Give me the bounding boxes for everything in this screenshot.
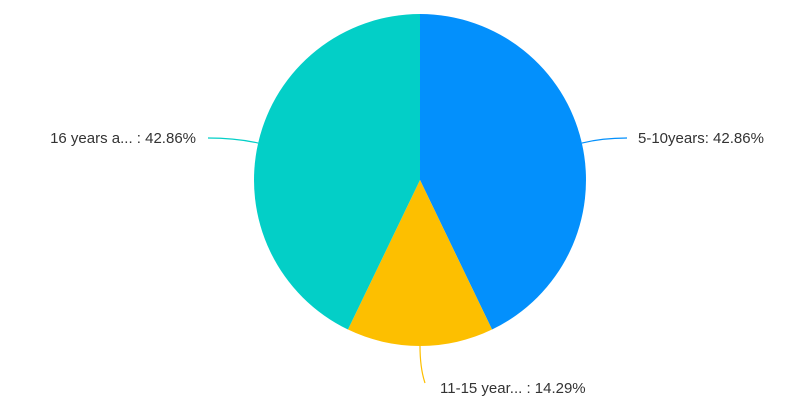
pie-slice-2: [347, 180, 493, 346]
leader-line-1: [581, 137, 628, 144]
slice-label-3: 16 years a... : 42.86%: [50, 130, 196, 147]
leader-lines: [207, 137, 628, 384]
slice-labels: 5-10years: 42.86% 11-15 year... : 14.29% 1…: [50, 130, 764, 397]
pie-slice-1: [420, 14, 586, 330]
leader-line-2: [419, 345, 426, 384]
slice-label-1: 5-10years: 42.86%: [638, 130, 764, 147]
leader-line-3: [207, 137, 259, 144]
pie-slices: [254, 14, 586, 346]
pie-slice-3: [254, 14, 420, 330]
slice-label-2: 11-15 year... : 14.29%: [440, 380, 586, 397]
